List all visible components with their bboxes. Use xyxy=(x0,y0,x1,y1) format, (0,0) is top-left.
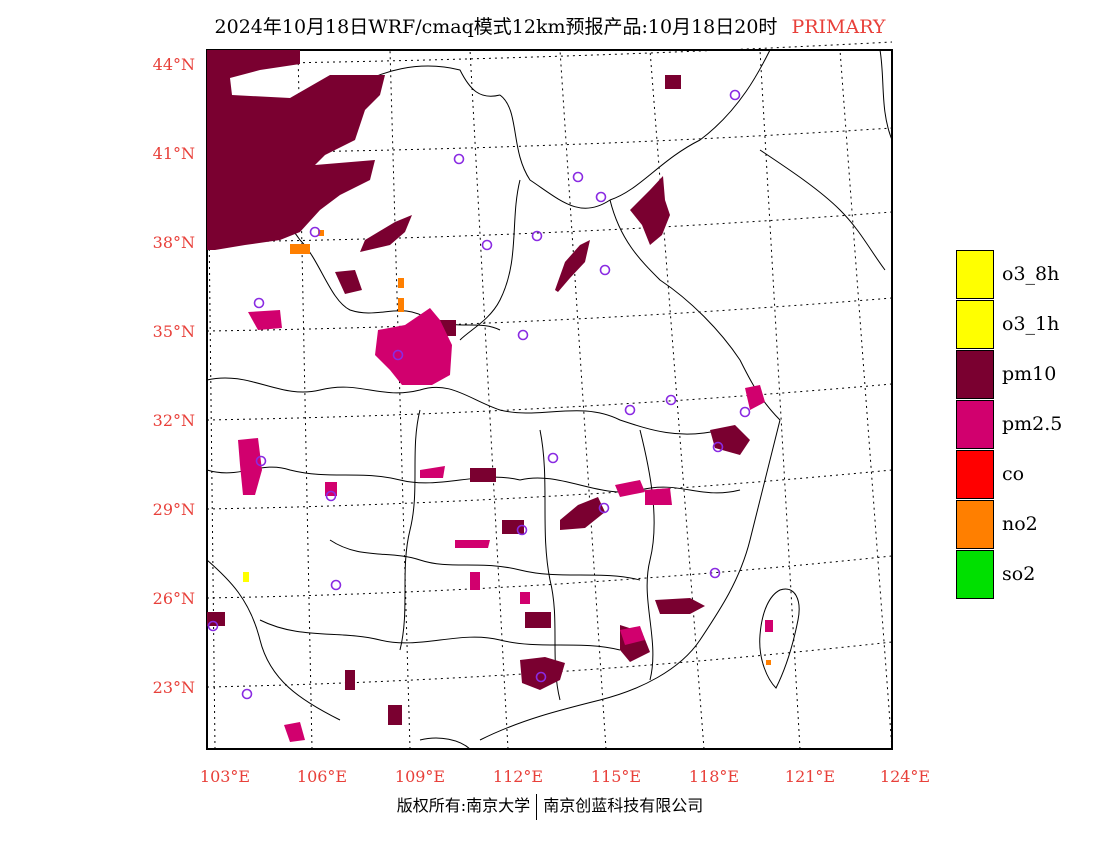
legend-swatch xyxy=(956,399,994,449)
copyright-text: 版权所有:南京大学 xyxy=(396,796,531,815)
title-text: 2024年10月18日WRF/cmaq模式12km预报产品:10月18日20时 xyxy=(214,16,778,38)
station-marker xyxy=(729,89,741,101)
legend-item-o3-8h: o3_8h xyxy=(956,249,1062,299)
station-marker xyxy=(392,349,404,361)
legend-label: pm2.5 xyxy=(1002,413,1063,435)
lon-tick-label: 106°E xyxy=(297,767,347,786)
station-marker xyxy=(709,567,721,579)
station-marker xyxy=(535,671,547,683)
lon-tick-label: 112°E xyxy=(493,767,543,786)
station-marker xyxy=(255,455,267,467)
station-marker xyxy=(241,688,253,700)
lat-tick-label: 41°N xyxy=(153,144,195,163)
station-marker xyxy=(547,452,559,464)
company-text: 南京创蓝科技有限公司 xyxy=(543,796,704,815)
lon-tick-label: 103°E xyxy=(200,767,250,786)
station-markers xyxy=(207,89,751,700)
legend-label: pm10 xyxy=(1002,363,1057,385)
lat-tick-label: 32°N xyxy=(153,411,195,430)
lon-tick-label: 118°E xyxy=(689,767,739,786)
station-marker xyxy=(481,239,493,251)
lat-tick-label: 23°N xyxy=(153,678,195,697)
hainan-outline xyxy=(419,737,471,750)
legend-item-pm10: pm10 xyxy=(956,349,1062,399)
pm10-regions xyxy=(207,50,750,725)
legend-item-co: co xyxy=(956,449,1062,499)
legend-swatch xyxy=(956,449,994,499)
map-title: 2024年10月18日WRF/cmaq模式12km预报产品:10月18日20时 P… xyxy=(0,12,1100,39)
copyright-footer: 版权所有:南京大学 南京创蓝科技有限公司 xyxy=(0,792,1100,820)
lon-tick-label: 109°E xyxy=(395,767,445,786)
station-marker xyxy=(330,579,342,591)
pm25-regions xyxy=(238,308,773,742)
legend-item-so2: so2 xyxy=(956,549,1062,599)
station-marker xyxy=(453,153,465,165)
station-marker xyxy=(595,191,607,203)
station-marker xyxy=(599,264,611,276)
station-marker xyxy=(665,394,677,406)
taiwan-outline xyxy=(759,588,800,689)
legend-item-o3-1h: o3_1h xyxy=(956,299,1062,349)
legend-swatch xyxy=(956,549,994,599)
legend-item-no2: no2 xyxy=(956,499,1062,549)
station-marker xyxy=(253,297,265,309)
station-marker xyxy=(309,226,321,238)
station-marker xyxy=(531,230,543,242)
station-marker xyxy=(517,329,529,341)
station-marker xyxy=(712,441,724,453)
o3-regions xyxy=(243,572,249,582)
legend-label: o3_1h xyxy=(1002,313,1060,335)
legend-label: so2 xyxy=(1002,563,1036,585)
station-marker xyxy=(624,404,636,416)
lat-tick-label: 38°N xyxy=(153,233,195,252)
lat-tick-label: 29°N xyxy=(153,500,195,519)
station-marker xyxy=(598,502,610,514)
latitude-axis: 44°N 41°N 38°N 35°N 32°N 29°N 26°N 23°N xyxy=(153,55,195,697)
no2-regions xyxy=(290,230,771,665)
map-frame xyxy=(206,49,893,750)
lon-tick-label: 121°E xyxy=(785,767,835,786)
footer-divider xyxy=(536,793,538,820)
legend-label: o3_8h xyxy=(1002,263,1060,285)
station-marker xyxy=(572,171,584,183)
lat-tick-label: 26°N xyxy=(153,589,195,608)
legend-label: co xyxy=(1002,463,1025,485)
lat-tick-label: 35°N xyxy=(153,322,195,341)
legend-item-pm25: pm2.5 xyxy=(956,399,1062,449)
lon-tick-label: 124°E xyxy=(880,767,930,786)
longitude-axis: 103°E 106°E 109°E 112°E 115°E 118°E 121°… xyxy=(200,767,930,786)
lat-tick-label: 44°N xyxy=(153,55,195,74)
legend-swatch xyxy=(956,499,994,549)
legend-label: no2 xyxy=(1002,513,1038,535)
station-marker xyxy=(207,620,219,632)
legend-swatch xyxy=(956,299,994,349)
lon-tick-label: 115°E xyxy=(591,767,641,786)
legend-swatch xyxy=(956,249,994,299)
status-label: PRIMARY xyxy=(791,16,886,38)
pollutant-legend: o3_8h o3_1h pm10 pm2.5 co no2 so2 xyxy=(956,249,1062,599)
station-marker xyxy=(739,406,751,418)
station-marker xyxy=(516,524,528,536)
station-marker xyxy=(325,490,337,502)
legend-swatch xyxy=(956,349,994,399)
